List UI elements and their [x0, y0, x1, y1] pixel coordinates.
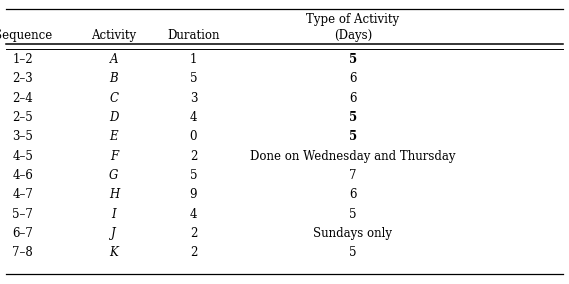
Text: 4–5: 4–5: [13, 150, 33, 163]
Text: 3: 3: [189, 92, 197, 105]
Text: 6: 6: [349, 188, 357, 201]
Text: Activity: Activity: [91, 29, 137, 42]
Text: 4–6: 4–6: [13, 169, 33, 182]
Text: 6–7: 6–7: [13, 227, 33, 240]
Text: J: J: [112, 227, 116, 240]
Text: 7: 7: [349, 169, 357, 182]
Text: 2: 2: [190, 227, 197, 240]
Text: 5: 5: [189, 169, 197, 182]
Text: 2: 2: [190, 246, 197, 259]
Text: 2: 2: [190, 150, 197, 163]
Text: 2–5: 2–5: [13, 111, 33, 124]
Text: E: E: [109, 130, 118, 143]
Text: 5: 5: [189, 72, 197, 85]
Text: Sequence: Sequence: [0, 29, 52, 42]
Text: 6: 6: [349, 92, 357, 105]
Text: 2–3: 2–3: [13, 72, 33, 85]
Text: D: D: [109, 111, 118, 124]
Text: 0: 0: [189, 130, 197, 143]
Text: 7–8: 7–8: [13, 246, 33, 259]
Text: 9: 9: [189, 188, 197, 201]
Text: C: C: [109, 92, 118, 105]
Text: 4: 4: [189, 111, 197, 124]
Text: 5: 5: [349, 208, 357, 221]
Text: K: K: [109, 246, 118, 259]
Text: A: A: [110, 53, 118, 66]
Text: Sundays only: Sundays only: [314, 227, 392, 240]
Text: 5: 5: [349, 111, 357, 124]
Text: 5: 5: [349, 130, 357, 143]
Text: 5: 5: [349, 246, 357, 259]
Text: 1: 1: [190, 53, 197, 66]
Text: 5: 5: [349, 53, 357, 66]
Text: 1–2: 1–2: [13, 53, 33, 66]
Text: F: F: [110, 150, 118, 163]
Text: I: I: [112, 208, 116, 221]
Text: H: H: [109, 188, 119, 201]
Text: Duration: Duration: [167, 29, 220, 42]
Text: Type of Activity: Type of Activity: [306, 13, 399, 26]
Text: 6: 6: [349, 72, 357, 85]
Text: 2–4: 2–4: [13, 92, 33, 105]
Text: 5–7: 5–7: [13, 208, 33, 221]
Text: 4: 4: [189, 208, 197, 221]
Text: (Days): (Days): [333, 29, 372, 42]
Text: 4–7: 4–7: [13, 188, 33, 201]
Text: G: G: [109, 169, 118, 182]
Text: 3–5: 3–5: [13, 130, 33, 143]
Text: B: B: [109, 72, 118, 85]
Text: Done on Wednesday and Thursday: Done on Wednesday and Thursday: [250, 150, 456, 163]
